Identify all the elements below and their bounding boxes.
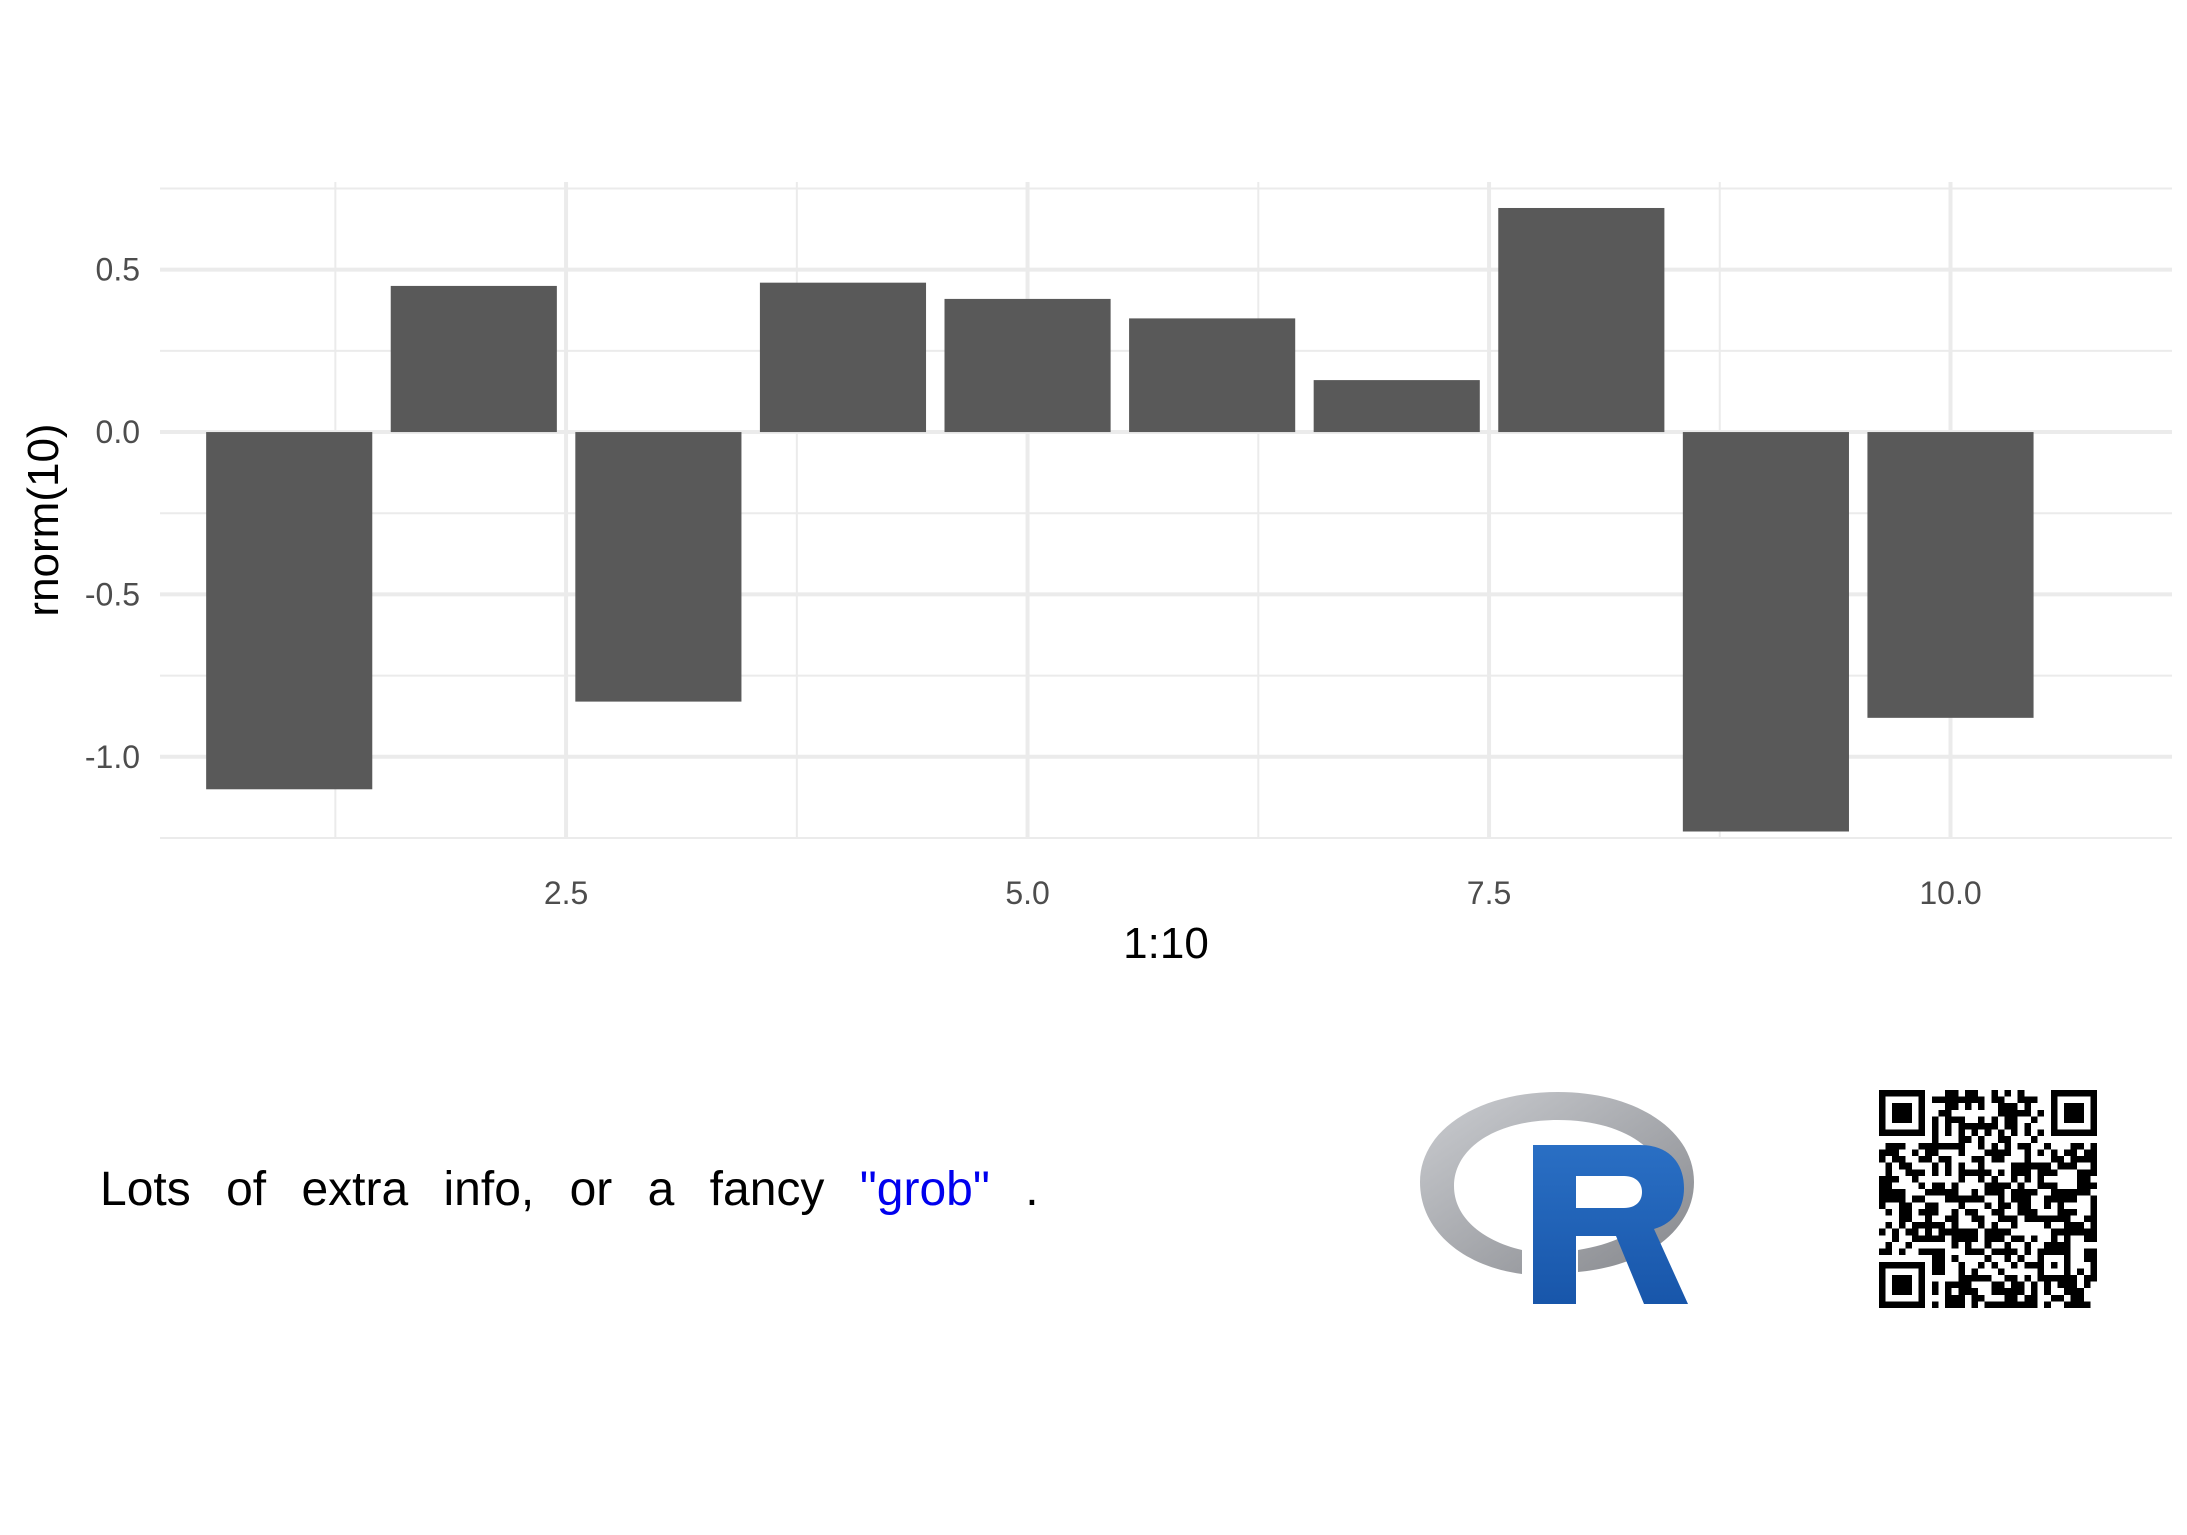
caption-word: or [569,1163,613,1216]
x-tick-labels: 2.5 5.0 7.5 10.0 [544,875,1982,911]
bar [1682,432,1849,832]
bar [1867,432,2034,718]
y-tick-labels: 0.5 0.0 -0.5 -1.0 [85,252,140,775]
x-axis-title: 1:10 [1123,919,1209,968]
x-tick-label: 5.0 [1005,875,1049,911]
caption-word: a [647,1163,675,1216]
bar [759,282,927,433]
caption-word: fancy [709,1163,825,1216]
x-tick-label: 2.5 [544,875,588,911]
caption-period: . [1025,1163,1039,1216]
x-tick-label: 7.5 [1467,875,1511,911]
bar-chart: 2.5 5.0 7.5 10.0 0.5 0.0 -0.5 -1.0 1:10 rnorm(… [19,182,2172,968]
y-tick-label: -1.0 [85,739,140,775]
bar [390,285,557,433]
y-tick-label: -0.5 [85,576,140,612]
caption-word: Lots [100,1163,191,1216]
x-tick-label: 10.0 [1919,875,1981,911]
y-tick-label: 0.0 [96,414,140,450]
bar [1498,207,1665,433]
r-logo-icon [1420,1092,1694,1304]
caption-word: of [226,1163,267,1216]
bar [575,432,742,702]
bars-layer [206,207,2034,832]
bar [1129,318,1296,433]
y-tick-label: 0.5 [96,252,140,288]
caption-word: info, [443,1163,535,1216]
y-axis-title: rnorm(10) [19,423,68,616]
caption-word: extra [301,1163,409,1216]
bar [1313,380,1480,433]
caption-text: Lots of extra info, or a fancy "grob" . [100,1162,1061,1217]
bar [206,432,373,790]
bar [944,298,1111,433]
qr-code-icon [1879,1090,2097,1308]
caption-grob-highlight: "grob" [859,1163,990,1216]
